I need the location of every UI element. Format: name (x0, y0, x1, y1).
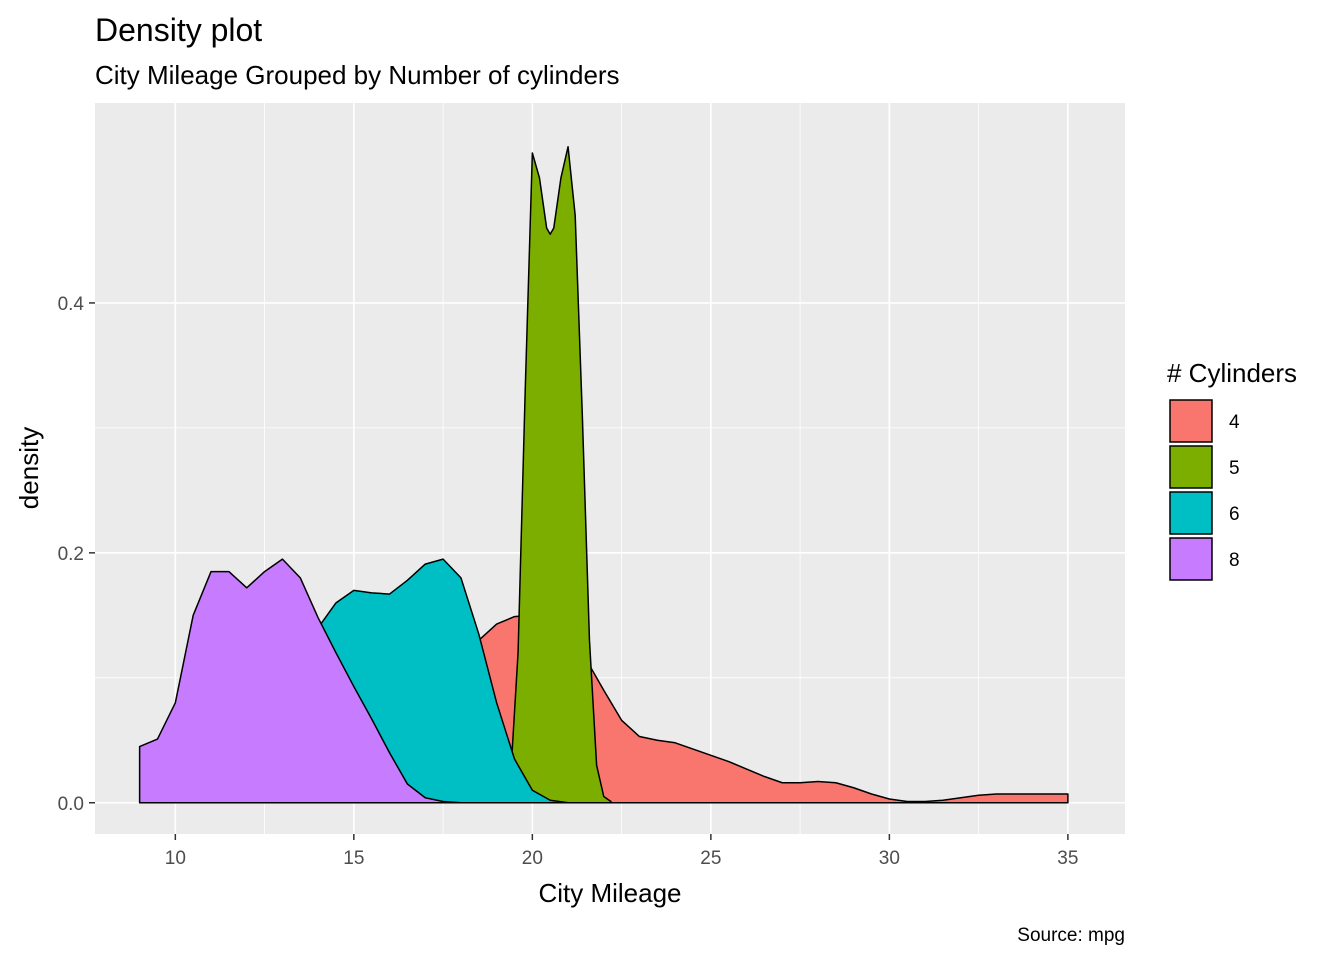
chart-subtitle: City Mileage Grouped by Number of cylind… (95, 60, 620, 90)
x-tick-label: 35 (1057, 848, 1078, 869)
legend-swatch-5 (1169, 445, 1213, 489)
chart-title: Density plot (95, 12, 262, 48)
legend-label-5: 5 (1229, 458, 1240, 479)
y-axis: 0.0 0.2 0.4 (58, 294, 95, 815)
chart-caption: Source: mpg (1017, 925, 1125, 946)
legend-title: # Cylinders (1167, 358, 1297, 388)
density-areas (138, 145, 1069, 804)
legend-swatch-8 (1169, 537, 1213, 581)
legend-label-8: 8 (1229, 550, 1240, 571)
x-tick-label: 25 (700, 848, 721, 869)
y-tick-label: 0.4 (58, 294, 85, 315)
x-tick-label: 10 (165, 848, 186, 869)
y-tick-label: 0.2 (58, 544, 84, 565)
density-area-5-cyl (488, 145, 612, 804)
legend-label-4: 4 (1229, 412, 1240, 433)
y-tick-label: 0.0 (58, 794, 84, 815)
legend: # Cylinders 4 5 6 8 (1167, 358, 1297, 581)
legend-swatch-6 (1169, 491, 1213, 535)
x-tick-label: 15 (343, 848, 364, 869)
legend-label-6: 6 (1229, 504, 1240, 525)
density-area-8-cyl (138, 558, 462, 804)
x-axis-title: City Mileage (538, 878, 681, 908)
x-tick-label: 20 (522, 848, 543, 869)
x-axis: 10 15 20 25 30 35 (165, 834, 1078, 869)
y-axis-title: density (14, 427, 44, 509)
legend-swatch-4 (1169, 399, 1213, 443)
x-tick-label: 30 (879, 848, 900, 869)
